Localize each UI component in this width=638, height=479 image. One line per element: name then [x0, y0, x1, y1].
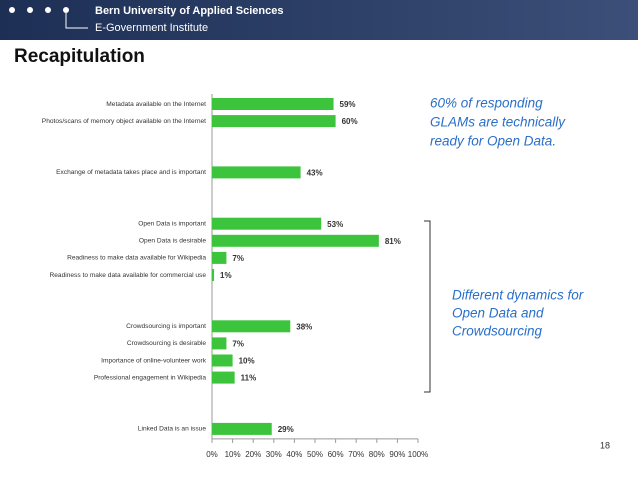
value-label: 43%: [307, 169, 323, 178]
header-org: Bern University of Applied Sciences: [95, 5, 283, 17]
value-label: 11%: [241, 374, 257, 383]
annotation: GLAMs are technically: [430, 115, 566, 130]
annotation: Open Data and: [452, 306, 544, 321]
header-connector: [65, 13, 88, 29]
x-tick-label: 80%: [369, 450, 385, 459]
x-tick-label: 100%: [408, 450, 428, 459]
y-tick-label: Photos/scans of memory object available …: [42, 118, 206, 125]
bar: [212, 422, 272, 435]
value-label: 53%: [327, 220, 343, 229]
y-tick-label: Open Data is important: [138, 220, 206, 227]
bar: [212, 166, 301, 179]
y-tick-label: Readiness to make data available for com…: [50, 272, 207, 279]
bar: [212, 371, 235, 384]
bar: [212, 337, 227, 350]
bar: [212, 251, 227, 264]
x-tick-label: 10%: [225, 450, 241, 459]
y-tick-label: Crowdsourcing is important: [126, 323, 206, 330]
value-label: 59%: [340, 100, 356, 109]
x-tick-label: 60%: [328, 450, 344, 459]
value-label: 7%: [232, 254, 244, 263]
bar: [212, 98, 334, 110]
y-tick-label: Linked Data is an issue: [138, 426, 207, 433]
annotation: 60% of responding: [430, 96, 543, 111]
y-tick-label: Readiness to make data available for Wik…: [67, 255, 206, 262]
y-tick-label: Professional engagement in Wikipedia: [94, 374, 206, 381]
x-tick-label: 20%: [245, 450, 261, 459]
annotation: Crowdsourcing: [452, 324, 543, 339]
page-number: 18: [600, 440, 610, 450]
value-label: 7%: [232, 340, 244, 349]
y-tick-label: Crowdsourcing is desirable: [127, 340, 206, 347]
value-label: 29%: [278, 425, 294, 434]
x-tick-label: 40%: [286, 450, 302, 459]
bar: [212, 320, 291, 333]
bar: [212, 217, 322, 230]
x-tick-label: 0%: [206, 450, 218, 459]
y-tick-label: Exchange of metadata takes place and is …: [56, 169, 206, 176]
slide-title: Recapitulation: [14, 46, 145, 67]
header-band: [0, 0, 638, 40]
annotation: Different dynamics for: [452, 288, 584, 303]
bar: [212, 234, 379, 247]
header-dots: [9, 7, 69, 13]
header-institute: E-Government Institute: [95, 22, 208, 34]
x-tick-label: 30%: [266, 450, 282, 459]
annotation: ready for Open Data.: [430, 134, 556, 149]
x-tick-label: 70%: [348, 450, 364, 459]
value-label: 81%: [385, 237, 401, 246]
value-label: 60%: [342, 117, 358, 126]
bar: [212, 115, 336, 128]
y-tick-label: Metadata available on the Internet: [106, 101, 206, 108]
y-tick-label: Importance of online-volunteer work: [101, 357, 207, 364]
y-tick-label: Open Data is desirable: [139, 238, 206, 245]
x-tick-label: 90%: [389, 450, 405, 459]
x-tick-label: 50%: [307, 450, 323, 459]
bar: [212, 354, 233, 367]
bracket: [424, 220, 431, 393]
value-label: 10%: [239, 357, 255, 366]
value-label: 38%: [296, 322, 312, 331]
value-label: 1%: [220, 271, 232, 280]
bar: [212, 269, 215, 281]
